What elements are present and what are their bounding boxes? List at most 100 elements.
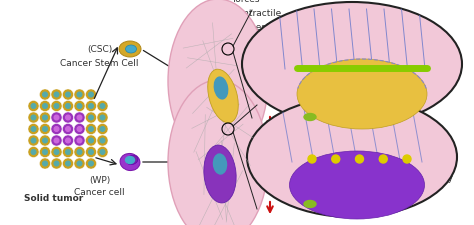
- Circle shape: [51, 90, 62, 101]
- Circle shape: [89, 93, 93, 97]
- Text: Cancer Stem Cell: Cancer Stem Cell: [60, 58, 139, 68]
- Circle shape: [85, 101, 97, 112]
- Circle shape: [97, 101, 108, 112]
- Ellipse shape: [119, 42, 141, 58]
- Text: Increased motility,: Increased motility,: [377, 68, 462, 76]
- Circle shape: [89, 104, 93, 109]
- Ellipse shape: [290, 151, 425, 219]
- Circle shape: [74, 101, 85, 112]
- Circle shape: [100, 150, 105, 155]
- Circle shape: [54, 139, 59, 143]
- Circle shape: [54, 104, 59, 109]
- Circle shape: [66, 150, 70, 155]
- Circle shape: [77, 162, 82, 166]
- Circle shape: [332, 155, 340, 163]
- Circle shape: [100, 139, 105, 143]
- Circle shape: [74, 124, 85, 135]
- Text: Less mature: Less mature: [219, 36, 274, 45]
- Text: Mature focal: Mature focal: [218, 94, 275, 104]
- Circle shape: [89, 139, 93, 143]
- Circle shape: [31, 104, 36, 109]
- Circle shape: [74, 112, 85, 124]
- Circle shape: [39, 135, 51, 146]
- Circle shape: [31, 139, 36, 143]
- Circle shape: [77, 116, 82, 120]
- Circle shape: [28, 124, 39, 135]
- Circle shape: [85, 90, 97, 101]
- Circle shape: [77, 104, 82, 109]
- Circle shape: [97, 124, 108, 135]
- Circle shape: [308, 155, 316, 163]
- Circle shape: [66, 93, 70, 97]
- Ellipse shape: [213, 154, 227, 174]
- Circle shape: [28, 147, 39, 158]
- Text: forces: forces: [233, 0, 260, 4]
- Circle shape: [66, 104, 70, 109]
- Circle shape: [89, 150, 93, 155]
- Ellipse shape: [304, 114, 316, 121]
- Text: (CSC): (CSC): [87, 45, 112, 54]
- Circle shape: [43, 139, 47, 143]
- Circle shape: [403, 155, 411, 163]
- Circle shape: [356, 155, 364, 163]
- Circle shape: [74, 147, 85, 158]
- Circle shape: [63, 147, 73, 158]
- Ellipse shape: [214, 78, 228, 99]
- Text: Low contractile: Low contractile: [212, 9, 281, 18]
- Circle shape: [63, 158, 73, 169]
- Circle shape: [43, 162, 47, 166]
- Circle shape: [51, 158, 62, 169]
- Ellipse shape: [242, 3, 462, 126]
- Circle shape: [54, 162, 59, 166]
- Circle shape: [85, 158, 97, 169]
- Circle shape: [97, 135, 108, 146]
- Circle shape: [85, 135, 97, 146]
- Circle shape: [31, 116, 36, 120]
- Circle shape: [66, 139, 70, 143]
- Circle shape: [39, 112, 51, 124]
- Circle shape: [28, 112, 39, 124]
- Circle shape: [51, 147, 62, 158]
- Circle shape: [379, 155, 387, 163]
- Circle shape: [31, 127, 36, 132]
- Circle shape: [85, 124, 97, 135]
- Circle shape: [66, 116, 70, 120]
- Circle shape: [39, 124, 51, 135]
- Circle shape: [89, 116, 93, 120]
- Text: High contractile: High contractile: [210, 68, 283, 76]
- Text: adhesion: adhesion: [226, 81, 267, 90]
- Ellipse shape: [126, 157, 135, 164]
- Circle shape: [43, 150, 47, 155]
- Circle shape: [77, 127, 82, 132]
- Ellipse shape: [208, 70, 238, 123]
- Circle shape: [51, 101, 62, 112]
- Circle shape: [31, 150, 36, 155]
- Circle shape: [39, 147, 51, 158]
- Ellipse shape: [304, 201, 316, 208]
- Circle shape: [100, 116, 105, 120]
- Circle shape: [39, 90, 51, 101]
- Text: high speed and: high speed and: [384, 54, 455, 63]
- Text: Cancer cell: Cancer cell: [74, 187, 125, 196]
- Circle shape: [77, 139, 82, 143]
- Circle shape: [51, 112, 62, 124]
- Circle shape: [89, 127, 93, 132]
- Circle shape: [100, 127, 105, 132]
- Ellipse shape: [126, 156, 138, 165]
- Circle shape: [74, 158, 85, 169]
- Circle shape: [85, 147, 97, 158]
- Circle shape: [63, 124, 73, 135]
- Ellipse shape: [204, 145, 236, 203]
- Circle shape: [74, 90, 85, 101]
- Text: Solid tumor: Solid tumor: [24, 194, 83, 202]
- Circle shape: [51, 124, 62, 135]
- Circle shape: [28, 135, 39, 146]
- Circle shape: [54, 93, 59, 97]
- Text: Reduced motility: Reduced motility: [376, 173, 453, 182]
- Circle shape: [54, 116, 59, 120]
- Circle shape: [43, 127, 47, 132]
- Text: thus, metastases.: thus, metastases.: [379, 40, 460, 50]
- Circle shape: [77, 93, 82, 97]
- Circle shape: [43, 116, 47, 120]
- Circle shape: [97, 112, 108, 124]
